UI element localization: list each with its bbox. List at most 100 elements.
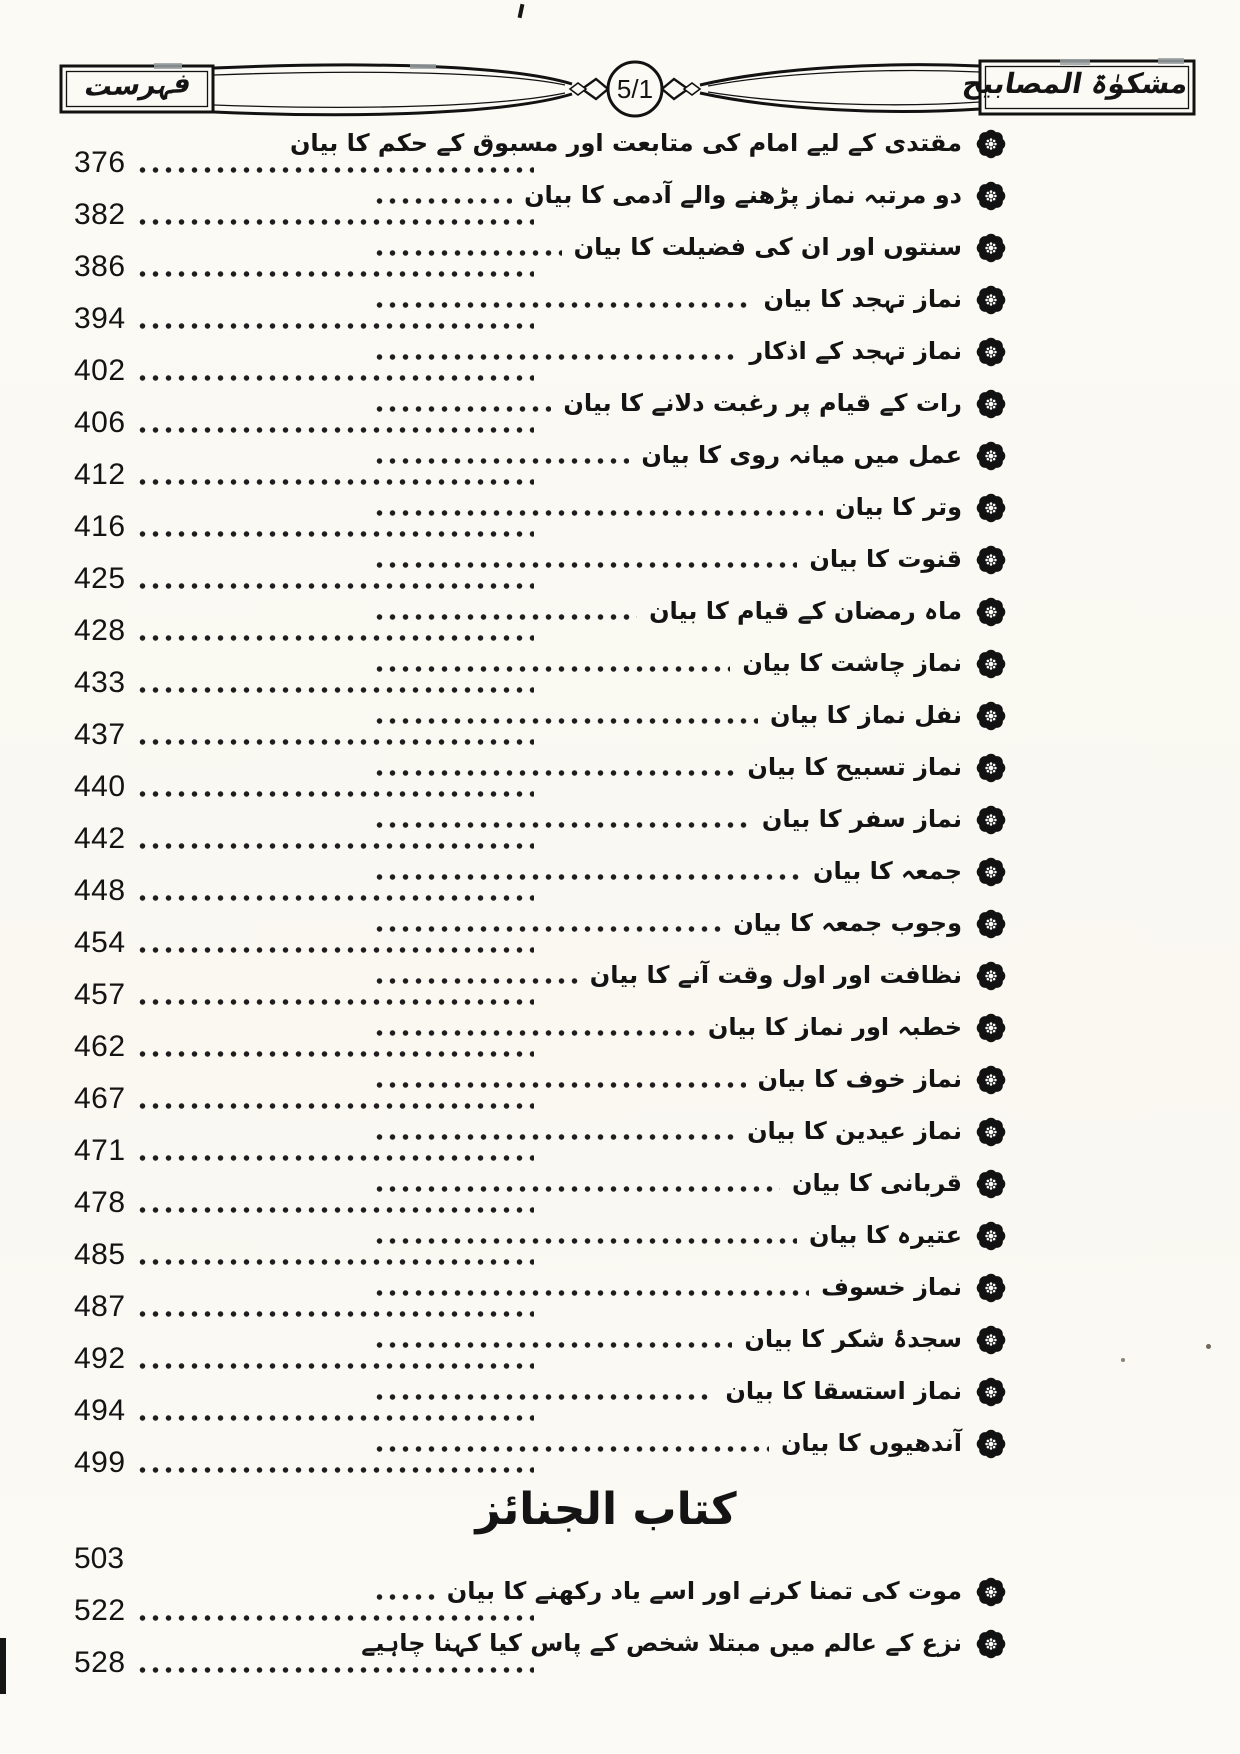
leader-dots — [135, 581, 534, 591]
leader-dots — [135, 165, 534, 175]
toc-entry-title: نماز استسقا کا بیان — [725, 1377, 962, 1405]
rosette-bullet-icon — [974, 647, 1008, 681]
leader-dots — [135, 477, 534, 487]
rosette-bullet-icon — [974, 1115, 1008, 1149]
toc-entry-page-number: 448 — [74, 874, 126, 907]
leader-dots — [372, 1132, 736, 1142]
toc-entry: نماز چاشت کا بیان 433 — [60, 646, 1008, 698]
toc-entry: نماز استسقا کا بیان 494 — [60, 1374, 1008, 1426]
toc-entry-title: نفل نماز کا بیان — [770, 701, 962, 729]
leader-dots — [372, 1592, 435, 1602]
leader-dots — [372, 300, 752, 310]
leader-dots — [135, 1309, 534, 1319]
toc-entry-page-number: 454 — [74, 926, 126, 959]
contents-label: فہرست — [82, 68, 194, 103]
header-ornament-graphic — [59, 58, 1196, 118]
toc-entry-title: عمل میں میانہ روی کا بیان — [641, 441, 962, 469]
page-indicator: 5/1 — [616, 74, 654, 104]
leader-dots — [135, 425, 534, 435]
leader-dots — [135, 1413, 534, 1423]
toc-entry-title: ماہ رمضان کے قیام کا بیان — [649, 597, 962, 625]
toc-entry-title: نماز تسبیح کا بیان — [747, 753, 962, 781]
toc-entry-title: نماز چاشت کا بیان — [742, 649, 962, 677]
leader-dots — [135, 217, 534, 227]
toc-entry: سنتوں اور ان کی فضیلت کا بیان 386 — [60, 230, 1008, 282]
leader-dots — [372, 716, 759, 726]
toc-entry: نماز سفر کا بیان 442 — [60, 802, 1008, 854]
leader-dots — [135, 685, 534, 695]
rosette-bullet-icon — [974, 491, 1008, 525]
toc-entry-title: سنتوں اور ان کی فضیلت کا بیان — [573, 233, 962, 261]
rosette-bullet-icon — [974, 1575, 1008, 1609]
leader-dots — [372, 976, 578, 986]
toc-entry: نماز خسوف 487 — [60, 1270, 1008, 1322]
toc-entry: قنوت کا بیان 425 — [60, 542, 1008, 594]
leader-dots — [372, 664, 731, 674]
toc-entry-page-number: 412 — [74, 458, 126, 491]
rosette-bullet-icon — [974, 699, 1008, 733]
toc-entry-page-number: 471 — [74, 1134, 126, 1167]
leader-dots — [135, 529, 534, 539]
rosette-bullet-icon — [974, 1427, 1008, 1461]
leader-dots — [135, 789, 534, 799]
leader-dots — [135, 841, 534, 851]
toc-entry-page-number: 376 — [74, 146, 126, 179]
rosette-bullet-icon — [974, 1375, 1008, 1409]
leader-dots — [372, 768, 736, 778]
toc-entry-title: آندھیوں کا بیان — [780, 1429, 962, 1457]
rosette-bullet-icon — [974, 1271, 1008, 1305]
toc-entry: سجدۂ شکر کا بیان 492 — [60, 1322, 1008, 1374]
rosette-bullet-icon — [974, 1627, 1008, 1661]
toc-entry-page-number: 425 — [74, 562, 126, 595]
section-heading: کتاب الجنائز — [475, 1484, 737, 1535]
toc-entry: وتر کا بیان 416 — [60, 490, 1008, 542]
rosette-bullet-icon — [974, 751, 1008, 785]
scan-speck — [1206, 1344, 1211, 1349]
rosette-bullet-icon — [974, 335, 1008, 369]
leader-dots — [135, 1361, 534, 1371]
leader-dots — [372, 248, 562, 258]
toc-entry-page-number: 478 — [74, 1186, 126, 1219]
toc-entry-page-number: 442 — [74, 822, 126, 855]
toc-entry-page-number: 402 — [74, 354, 126, 387]
rosette-bullet-icon — [974, 283, 1008, 317]
toc-entry-page-number: 437 — [74, 718, 126, 751]
rosette-bullet-icon — [974, 127, 1008, 161]
leader-dots — [372, 456, 630, 466]
toc-entry: عمل میں میانہ روی کا بیان 412 — [60, 438, 1008, 490]
leader-dots — [372, 1080, 746, 1090]
rosette-bullet-icon — [974, 439, 1008, 473]
rosette-bullet-icon — [974, 1011, 1008, 1045]
toc-entry-page-number: 382 — [74, 198, 126, 231]
toc-entry-title: وتر کا بیان — [835, 493, 962, 521]
toc-entry-page-number: 394 — [74, 302, 126, 335]
scan-edge-mark — [0, 1638, 6, 1694]
toc-entry-title: نماز عیدین کا بیان — [747, 1117, 962, 1145]
leader-dots — [372, 1392, 714, 1402]
toc-entry: نماز خوف کا بیان 467 — [60, 1062, 1008, 1114]
leader-dots — [135, 633, 534, 643]
rosette-bullet-icon — [974, 1063, 1008, 1097]
toc-entry: عتیرہ کا بیان 485 — [60, 1218, 1008, 1270]
toc-entry-page-number: 406 — [74, 406, 126, 439]
toc-entry-title: دو مرتبہ نماز پڑھنے والے آدمی کا بیان — [524, 181, 962, 209]
leader-dots — [135, 737, 534, 747]
toc-entry-page-number: 492 — [74, 1342, 126, 1375]
toc-entry-title: جمعہ کا بیان — [813, 857, 962, 885]
rosette-bullet-icon — [974, 803, 1008, 837]
toc-entry-page-number: 416 — [74, 510, 126, 543]
leader-dots — [372, 196, 513, 206]
toc-entry: خطبہ اور نماز کا بیان 462 — [60, 1010, 1008, 1062]
leader-dots — [372, 1236, 798, 1246]
rosette-bullet-icon — [974, 959, 1008, 993]
toc-entry-title: نظافت اور اول وقت آنے کا بیان — [589, 961, 962, 989]
toc-entry-title: عتیرہ کا بیان — [809, 1221, 962, 1249]
rosette-bullet-icon — [974, 179, 1008, 213]
rosette-bullet-icon — [974, 231, 1008, 265]
leader-dots — [135, 893, 534, 903]
leader-dots — [135, 945, 534, 955]
toc-entry-title: نماز تہجد کے اذکار — [749, 337, 962, 365]
leader-dots — [135, 1153, 534, 1163]
toc-entry-title: قربانی کا بیان — [792, 1169, 962, 1197]
